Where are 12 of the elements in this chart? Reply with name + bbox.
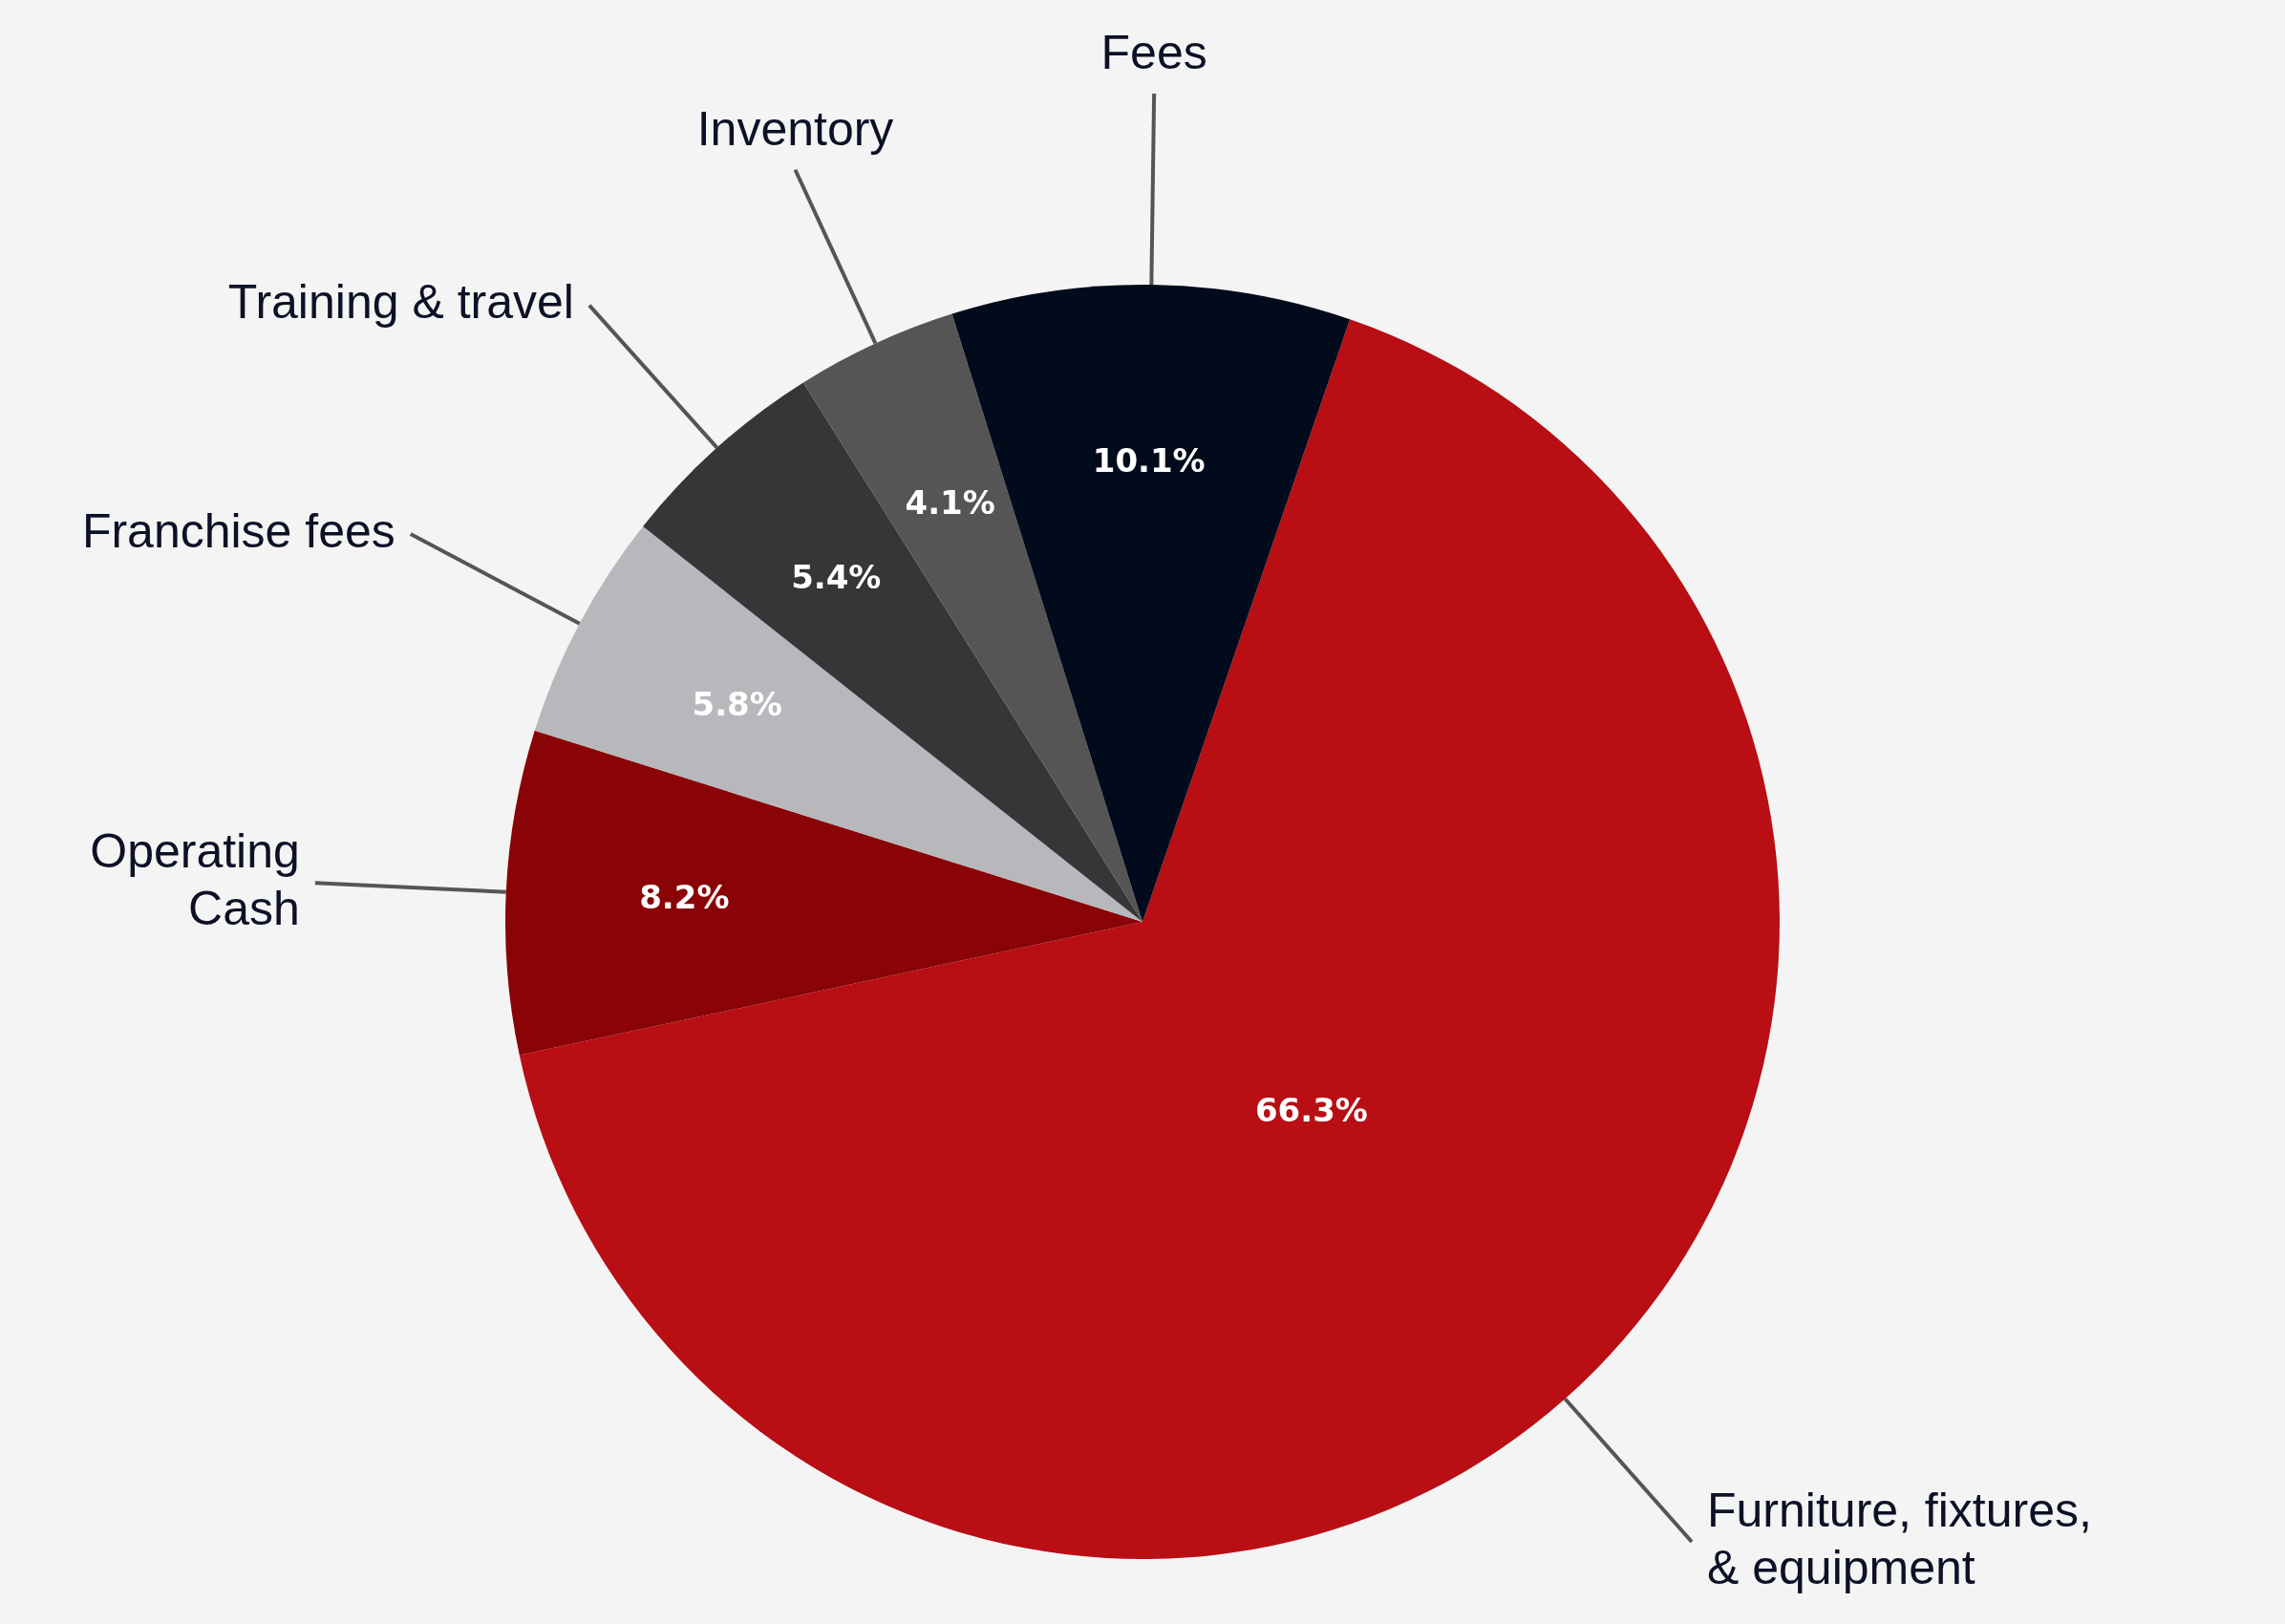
slice-label: Fees: [1100, 25, 1207, 79]
data-label: 5.4%: [791, 558, 882, 597]
slice-label: Furniture, fixtures, & equipment: [1707, 1483, 2092, 1594]
data-label: 66.3%: [1254, 1090, 1368, 1129]
slice-label: Training & travel: [227, 275, 574, 330]
data-label: 10.1%: [1092, 440, 1206, 480]
slice-label: Inventory: [696, 101, 894, 156]
data-label: 5.8%: [692, 684, 782, 723]
data-label: 8.2%: [639, 878, 730, 917]
slice-label: Franchise fees: [81, 503, 395, 558]
data-label: 4.1%: [905, 482, 995, 522]
slice-label: Operating Cash: [90, 824, 300, 936]
